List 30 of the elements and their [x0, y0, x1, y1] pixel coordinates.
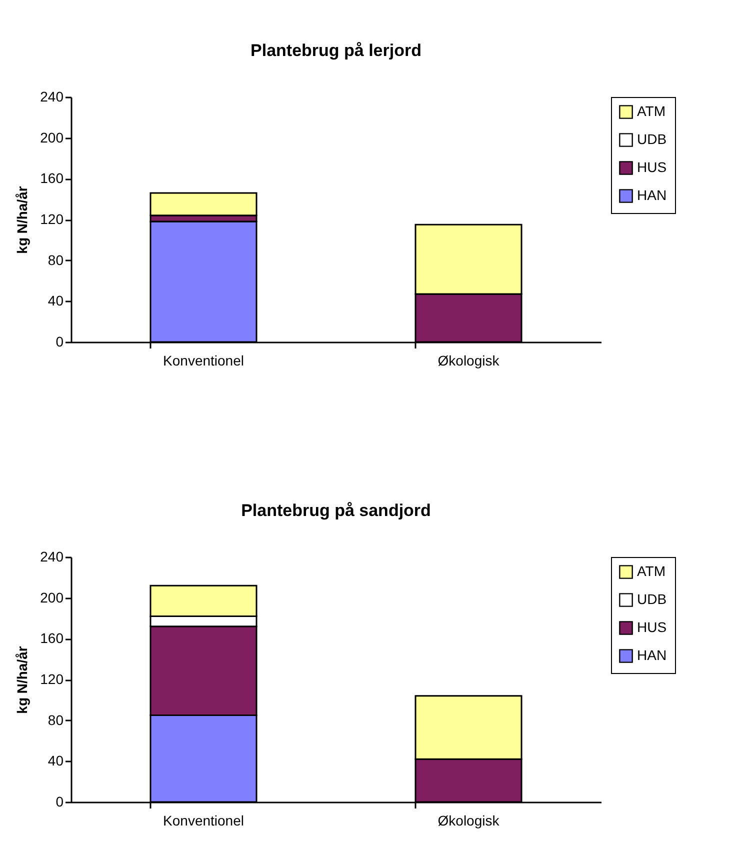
chart-title: Plantebrug på lerjord — [250, 41, 422, 60]
y-tick-label: 160 — [40, 170, 64, 186]
legend-label: HUS — [637, 159, 667, 175]
y-tick-label: 120 — [40, 211, 64, 227]
y-tick-label: 200 — [40, 129, 64, 146]
x-tick-label: Konventionel — [163, 352, 244, 368]
legend-label: UDB — [637, 591, 667, 607]
x-tick-label: Konventionel — [163, 812, 244, 828]
y-tick-label: 200 — [40, 589, 64, 606]
y-axis-title: kg N/ha/år — [14, 646, 30, 714]
y-tick-label: 40 — [48, 292, 64, 309]
legend-label: HAN — [637, 187, 667, 203]
legend-label: HAN — [637, 647, 667, 663]
y-axis-title: kg N/ha/år — [14, 186, 30, 254]
chart-title: Plantebrug på sandjord — [241, 501, 431, 520]
y-tick-label: 240 — [40, 548, 64, 564]
x-tick-label: Økologisk — [438, 812, 500, 828]
legend-label: HUS — [637, 619, 667, 635]
x-tick-label: Økologisk — [438, 352, 500, 368]
legend-label: ATM — [637, 103, 666, 119]
legend-label: ATM — [637, 563, 666, 579]
y-tick-label: 160 — [40, 630, 64, 646]
y-tick-label: 80 — [48, 712, 64, 728]
y-tick-label: 0 — [56, 794, 64, 810]
y-tick-label: 40 — [48, 752, 64, 769]
legend-label: UDB — [637, 131, 667, 147]
y-tick-label: 0 — [56, 334, 64, 350]
y-tick-label: 80 — [48, 252, 64, 268]
y-tick-label: 120 — [40, 671, 64, 687]
y-tick-label: 240 — [40, 88, 64, 104]
